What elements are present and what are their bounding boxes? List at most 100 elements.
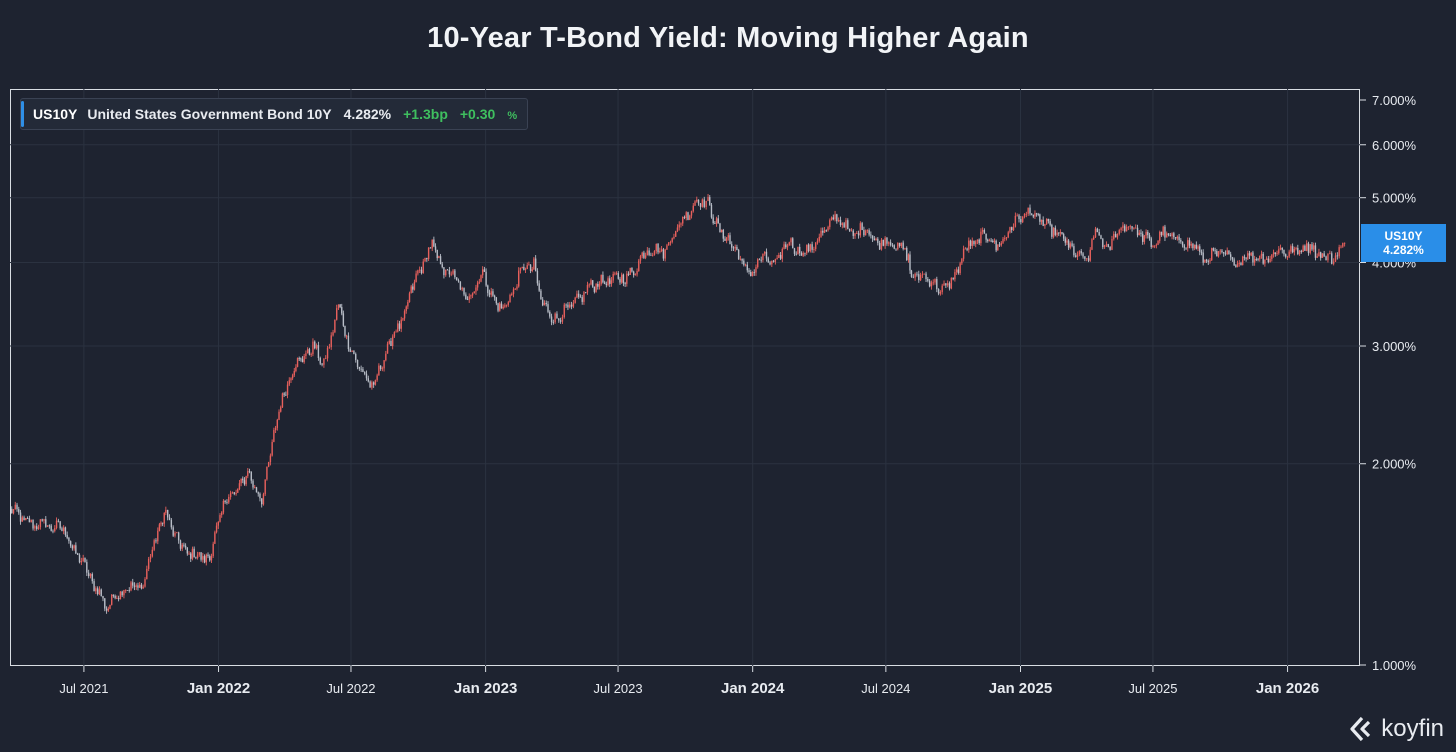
candle-body [769,262,771,265]
candle-body [386,343,389,354]
candle-body [614,273,616,275]
candle-body [1018,215,1020,220]
candle-body [1298,250,1301,255]
price-series[interactable] [11,193,1346,614]
candle-body [181,544,183,549]
candle-body [1030,213,1033,215]
candle-body [179,540,182,549]
candle-body [638,260,640,271]
candle-body [95,588,97,592]
candle-body [1216,251,1218,257]
candle-body [793,248,796,254]
candle-body [685,212,687,218]
candle-body [184,545,187,548]
series-legend[interactable]: US10Y United States Government Bond 10Y … [20,98,529,130]
candle-body [1316,256,1318,258]
candle-body [229,492,232,497]
candle-body [1293,248,1296,253]
candle-body [1061,232,1063,235]
candle-body [1005,237,1008,239]
candle-body [878,242,881,250]
candle-body [673,236,675,239]
candle-body [895,248,897,250]
y-tick-label: 1.000% [1372,658,1417,673]
candle-body [1174,237,1177,239]
candle-body [23,517,25,521]
candle-body [413,281,416,290]
candle-body [174,532,176,536]
candle-body [641,252,643,257]
candle-body [278,411,280,420]
candle-body [550,316,553,323]
candle-body [471,293,474,296]
candle-body [692,205,694,212]
candle-body [1092,237,1095,240]
candle-body [957,269,960,274]
candle-body [1138,232,1140,236]
candle-body [675,231,677,237]
candle-body [89,573,92,577]
candle-body [1131,226,1133,229]
candle-body [1157,240,1159,245]
candle-body [731,244,733,248]
candle-body [376,375,378,381]
candle-body [290,378,292,381]
candle-body [919,274,922,281]
candle-body [1027,207,1029,214]
candle-body [554,313,556,323]
candle-body [502,306,504,309]
candle-body [1283,250,1285,255]
candle-body [603,282,606,284]
candle-body [595,283,597,292]
candle-body [147,558,150,569]
candle-body [415,273,417,282]
y-tick-label: 3.000% [1372,339,1417,354]
candle-body [1245,257,1247,259]
candle-body [221,512,223,516]
candle-body [978,239,980,244]
candle-body [196,554,199,558]
candle-body [936,279,938,290]
candle-body [50,525,52,531]
candle-body [1252,252,1254,263]
candle-body [470,295,472,297]
candle-body [547,304,549,312]
candle-body [1052,227,1055,237]
candle-body [577,293,580,297]
candle-body [732,247,735,249]
candle-body [298,358,300,359]
candle-body [459,281,462,290]
candle-body [445,269,447,276]
candle-body [224,501,226,503]
candle-body [66,534,68,538]
candle-body [893,245,895,249]
candle-body [1056,232,1058,235]
candle-body [576,293,578,298]
candle-body [166,509,169,518]
candle-body [259,493,261,499]
candle-body [330,335,332,348]
candle-body [1295,247,1297,249]
candle-body [916,273,918,275]
candle-body [123,590,125,596]
candle-body [170,519,173,528]
candle-body [1078,250,1081,255]
candle-body [257,492,259,494]
candle-body [1173,233,1175,238]
candle-body [1113,233,1115,239]
candle-body [69,541,72,546]
candle-body [701,199,704,207]
last-price-tag-symbol: US10Y [1384,229,1423,243]
candle-body [1195,244,1198,249]
candle-body [461,288,463,290]
candle-body [1241,256,1244,266]
candle-body [254,487,256,489]
candle-body [646,250,649,256]
candle-body [962,248,965,259]
candle-body [507,302,509,305]
candle-body [485,271,487,286]
candle-body [488,292,491,295]
candle-body [1067,240,1070,248]
candle-body [250,471,252,481]
